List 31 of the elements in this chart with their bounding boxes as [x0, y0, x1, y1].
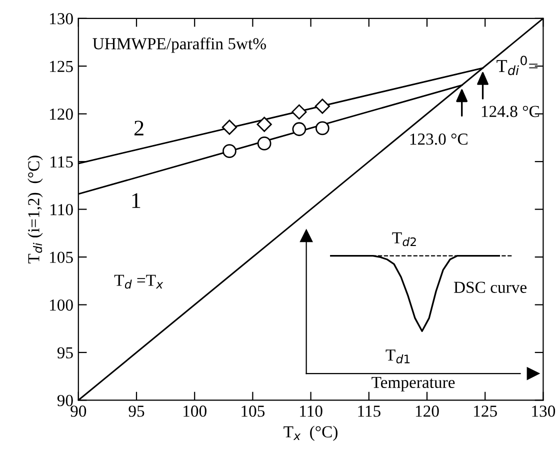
x-axis-title: Temperature — [372, 376, 455, 392]
y-tick-label: 125 — [50, 60, 73, 72]
annotation: DSC curve — [454, 282, 527, 293]
y-tick-label: 115 — [50, 156, 73, 168]
annotation: 124.8 °C — [482, 106, 539, 118]
y-tick-label: 100 — [50, 299, 73, 311]
x-axis-title: T$_{x}$ (°C) — [284, 426, 338, 441]
x-tick-label: 100 — [184, 406, 206, 417]
y-tick-label: 105 — [50, 252, 73, 263]
x-tick-label: 110 — [300, 406, 322, 417]
series-label: 2 — [134, 120, 144, 136]
annotation: T$_{d1}$ — [386, 350, 410, 364]
series-label: T$_{d}$ =T$_{x}$ — [114, 274, 164, 289]
y-tick-label: 110 — [50, 204, 73, 216]
y-tick-label: 90 — [57, 394, 73, 406]
x-tick-label: 95 — [128, 406, 144, 417]
series-label: 1 — [132, 193, 140, 208]
annotation: T$_{di}$$^{0}$= — [496, 56, 538, 76]
x-tick-label: 130 — [532, 406, 556, 417]
y-axis-title: T$_{di}$ (i=1,2) (°C) — [28, 156, 43, 264]
annotation: UHMWPE/paraffin 5wt% — [92, 37, 266, 53]
x-tick-label: 125 — [474, 406, 497, 417]
x-tick-label: 115 — [358, 406, 380, 417]
y-tick-label: 130 — [50, 13, 73, 24]
x-tick-label: 105 — [242, 406, 265, 417]
x-tick-label: 90 — [70, 406, 86, 417]
annotation: T$_{d2}$ — [392, 232, 416, 246]
annotation: 123.0 °C — [410, 134, 468, 145]
y-tick-label: 95 — [57, 347, 73, 358]
x-tick-label: 120 — [416, 406, 439, 417]
y-tick-label: 120 — [50, 108, 73, 120]
